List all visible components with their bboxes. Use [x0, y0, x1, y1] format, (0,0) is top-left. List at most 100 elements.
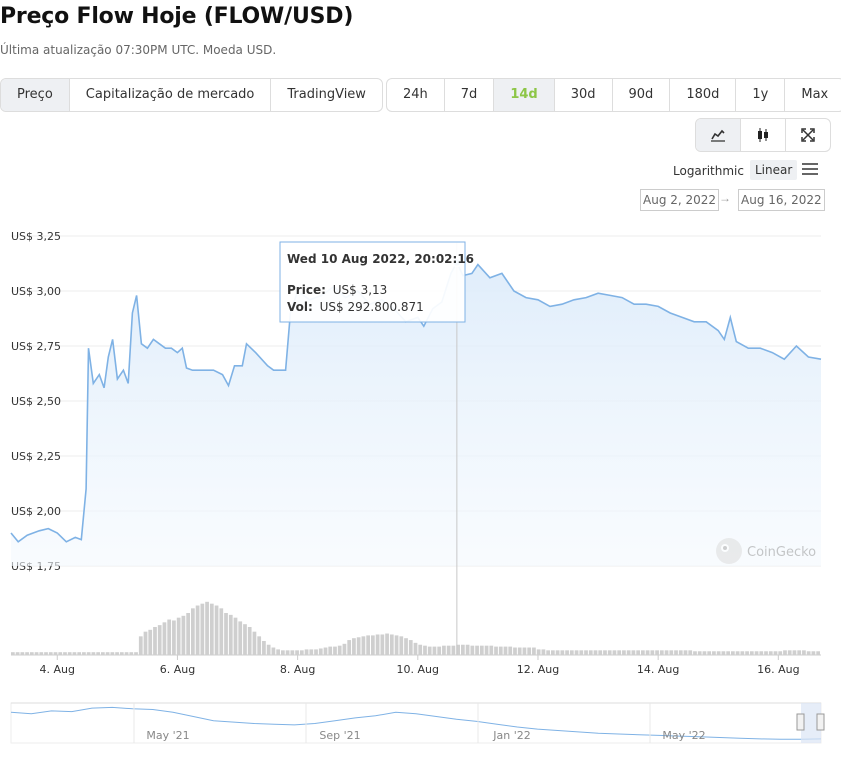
tooltip-price-label: Price:: [287, 283, 326, 297]
volume-bar: [82, 652, 86, 655]
volume-bar: [34, 652, 39, 655]
hamburger-menu-icon[interactable]: [802, 163, 818, 177]
volume-bar: [86, 652, 91, 655]
volume-bar: [53, 652, 58, 655]
volume-bar: [389, 634, 394, 655]
volume-bar: [115, 652, 119, 655]
volume-bar: [361, 636, 366, 655]
navigator-tick-label: Sep '21: [319, 729, 360, 742]
volume-bar: [143, 631, 148, 655]
volume-bar: [380, 634, 385, 655]
volume-bar: [58, 652, 63, 655]
range-tab-max[interactable]: Max: [801, 87, 829, 102]
range-tab-24h[interactable]: 24h: [387, 79, 445, 111]
volume-bar: [148, 629, 153, 655]
volume-bar: [593, 650, 598, 655]
price-area: [11, 262, 821, 566]
volume-bar: [352, 638, 356, 655]
volume-bar: [437, 646, 442, 655]
volume-bar: [228, 614, 233, 655]
volume-bar: [707, 651, 712, 655]
volume-bar: [266, 644, 271, 655]
volume-bar: [693, 651, 697, 655]
volume-bar: [63, 652, 67, 655]
tooltip-vol-value: US$ 292.800.871: [320, 300, 424, 314]
y-tick-label: US$ 2,25: [11, 450, 61, 463]
range-tab-1y[interactable]: 1y: [736, 79, 786, 111]
range-tab-7d[interactable]: 7d: [445, 79, 495, 111]
volume-bar: [522, 647, 527, 655]
x-tick-label: 10. Aug: [397, 663, 439, 676]
volume-bar: [532, 647, 536, 655]
volume-bar: [783, 650, 787, 655]
volume-bar: [124, 652, 129, 655]
fullscreen-icon[interactable]: [786, 119, 830, 151]
volume-bar: [465, 644, 470, 655]
volume-bar: [479, 645, 484, 655]
volume-bar: [77, 652, 82, 655]
volume-bar: [513, 647, 517, 655]
volume-bar: [408, 640, 413, 655]
volume-bar: [172, 620, 176, 655]
volume-bar: [323, 647, 328, 655]
navigator-tick-label: May '22: [662, 729, 705, 742]
tooltip-date: Wed 10 Aug 2022, 20:02:16: [287, 252, 474, 266]
volume-bar: [233, 617, 238, 655]
navigator-selection[interactable]: [801, 703, 821, 743]
volume-bar: [792, 650, 797, 655]
y-tick-label: US$ 3,00: [11, 285, 61, 298]
range-tab-180d[interactable]: 180d: [670, 79, 737, 111]
volume-bar: [555, 650, 560, 655]
date-to-input[interactable]: Aug 16, 2022: [738, 189, 825, 211]
volume-bar: [778, 651, 783, 655]
line-chart-icon[interactable]: [696, 119, 741, 151]
tab-tradingview[interactable]: TradingView: [287, 87, 366, 102]
volume-bar: [209, 603, 214, 655]
tab-market-cap[interactable]: Capitalização de mercado: [70, 79, 272, 111]
volume-bar: [15, 652, 20, 655]
navigator-handle-right[interactable]: [816, 713, 825, 731]
navigator[interactable]: May '21 Sep '21 Jan '22 May '22: [10, 702, 825, 744]
volume-bar: [773, 651, 778, 655]
volume-bar: [309, 649, 314, 655]
navigator-handle-left[interactable]: [796, 713, 805, 731]
volume-bar: [470, 645, 475, 655]
volume-bar: [560, 650, 565, 655]
volume-bar: [716, 651, 721, 655]
volume-bar: [347, 640, 352, 655]
date-range-arrow: →: [719, 191, 731, 205]
volume-bar: [451, 645, 456, 655]
svg-text:Vol: US$ 292.800.871: Vol: US$ 292.800.871: [287, 300, 424, 314]
volume-bar: [565, 650, 569, 655]
volume-bar: [498, 646, 503, 655]
range-tab-14d[interactable]: 14d: [494, 79, 555, 111]
range-tab-30d[interactable]: 30d: [555, 79, 613, 111]
volume-bar: [337, 645, 342, 655]
volume-bar: [375, 634, 380, 655]
volume-bar: [399, 636, 404, 655]
scale-linear[interactable]: Linear: [750, 160, 798, 180]
range-tab-90d[interactable]: 90d: [613, 79, 671, 111]
volume-bar: [304, 649, 309, 655]
volume-bar: [219, 608, 224, 655]
volume-bar: [631, 650, 636, 655]
volume-bar: [328, 646, 333, 655]
volume-bar: [290, 650, 295, 655]
volume-bar: [299, 650, 304, 655]
date-from-input[interactable]: Aug 2, 2022: [640, 189, 720, 211]
volume-bar: [768, 651, 773, 655]
volume-bar: [584, 650, 588, 655]
volume-bar: [342, 643, 347, 655]
volume-bar: [797, 650, 802, 655]
volume-bar: [569, 650, 574, 655]
navigator-tick-label: May '21: [146, 729, 189, 742]
scale-logarithmic[interactable]: Logarithmic: [673, 164, 744, 178]
candlestick-icon[interactable]: [741, 119, 786, 151]
y-tick-label: US$ 2,75: [11, 340, 61, 353]
volume-bar: [764, 651, 768, 655]
volume-bar: [167, 619, 172, 655]
volume-bar: [622, 650, 626, 655]
volume-bar: [48, 652, 53, 655]
tab-price[interactable]: Preço: [1, 79, 70, 111]
watermark-text: CoinGecko: [747, 545, 816, 560]
